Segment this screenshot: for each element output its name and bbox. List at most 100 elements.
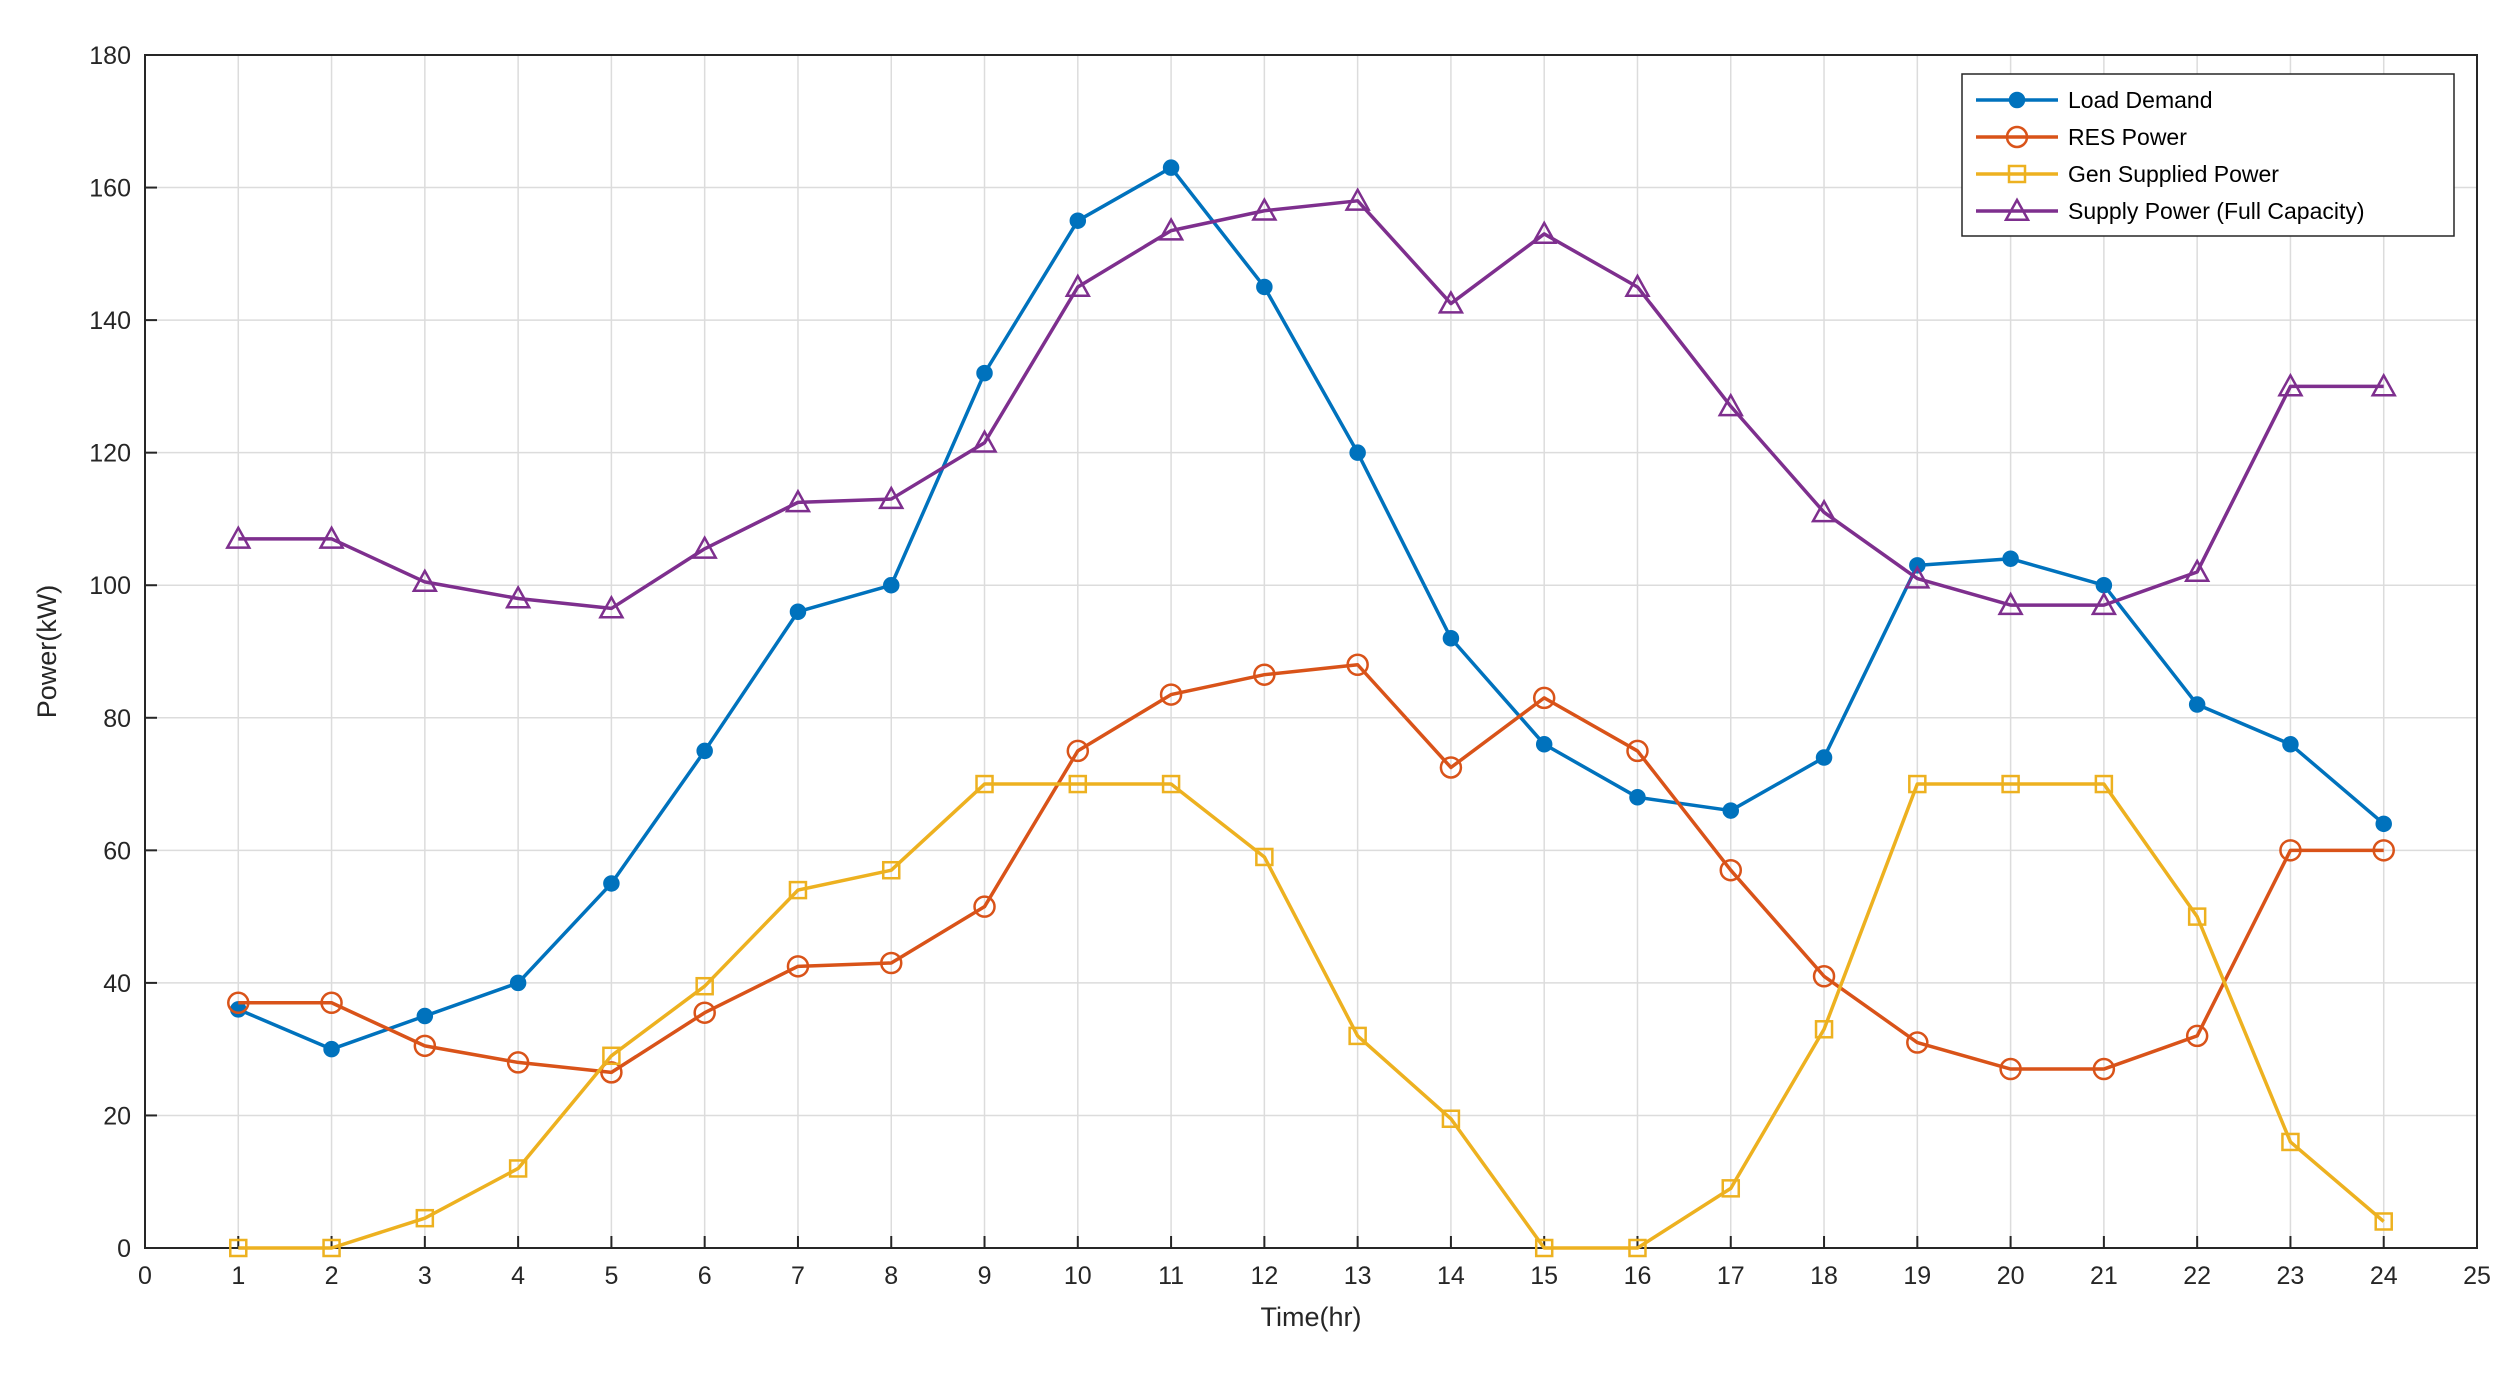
data-point: [1534, 1238, 1554, 1258]
data-point: [1999, 1057, 2022, 1081]
y-tick-label: 100: [89, 572, 131, 600]
data-point: [1161, 774, 1181, 794]
data-point: [2001, 774, 2020, 794]
x-tick-label: 22: [2183, 1262, 2211, 1290]
data-point: [2374, 1212, 2393, 1231]
data-point: [225, 525, 252, 549]
data-point: [2282, 736, 2299, 753]
data-point: [1532, 686, 1556, 710]
data-point: [1437, 289, 1465, 314]
data-point: [1814, 1020, 1834, 1039]
series-line: [238, 199, 2384, 611]
data-point: [2090, 591, 2118, 616]
data-point: [1628, 1238, 1647, 1258]
x-tick-label: 19: [1903, 1262, 1931, 1290]
data-point: [1719, 858, 1743, 882]
legend-marker: [2003, 197, 2031, 222]
data-point: [602, 1046, 621, 1066]
x-tick-label: 5: [604, 1262, 618, 1290]
x-axis-ticks: 0 1 2 3 4 5 6 7 8 9 10 11 12 13 14 15 16 17 18 19 20 21 22 23 24…: [138, 1236, 2491, 1290]
x-tick-label: 15: [1530, 1262, 1558, 1290]
data-point: [2184, 558, 2211, 583]
data-point: [1069, 212, 1087, 229]
data-point: [416, 1007, 434, 1025]
x-tick-label: 17: [1717, 1262, 1745, 1290]
data-point: [2094, 774, 2114, 794]
data-point: [1812, 965, 1836, 988]
data-point: [229, 1238, 248, 1258]
x-tick-label: 11: [1158, 1262, 1184, 1290]
data-point: [1159, 683, 1183, 706]
data-point: [695, 976, 714, 996]
data-point: [2188, 696, 2206, 713]
x-tick-label: 7: [791, 1262, 805, 1290]
data-point: [693, 1001, 716, 1024]
legend-marker: [2005, 125, 2029, 149]
y-tick-label: 140: [89, 307, 131, 335]
legend-label: Load Demand: [2068, 87, 2213, 113]
data-point: [2095, 576, 2113, 594]
data-point: [509, 974, 527, 992]
legend-marker: [2007, 164, 2027, 184]
y-axis-ticks: 0 20 40 60 80 100 120 140 160 180: [89, 42, 157, 1263]
data-point: [1722, 802, 1740, 819]
data-point: [1997, 591, 2024, 616]
y-tick-label: 160: [89, 175, 131, 203]
data-point: [881, 860, 901, 880]
data-point: [878, 485, 905, 510]
y-tick-label: 0: [117, 1235, 131, 1263]
data-point: [2002, 550, 2019, 567]
data-point: [1815, 749, 1833, 766]
data-point: [320, 991, 343, 1015]
legend-marker: [2008, 91, 2026, 109]
series-line: [238, 663, 2384, 1075]
data-point: [1346, 653, 1369, 677]
data-point: [1624, 273, 1651, 298]
legend-item: RES Power: [1976, 124, 2187, 150]
y-axis-label: Power(kW): [32, 585, 62, 719]
legend-label: Gen Supplied Power: [2068, 161, 2279, 187]
data-point: [2277, 372, 2304, 397]
y-tick-label: 80: [103, 705, 131, 733]
data-point: [1068, 774, 1088, 794]
data-point: [2370, 372, 2397, 397]
x-tick-label: 1: [231, 1262, 245, 1290]
data-point: [603, 875, 620, 892]
data-point: [1162, 159, 1180, 176]
data-point: [882, 576, 900, 594]
data-point: [1535, 736, 1553, 753]
data-point: [788, 880, 808, 900]
x-tick-label: 3: [418, 1262, 432, 1290]
data-point: [411, 568, 438, 592]
data-point: [976, 364, 993, 382]
data-point: [696, 742, 713, 760]
data-point: [600, 1061, 623, 1084]
legend-box: [1961, 73, 2455, 237]
y-tick-label: 40: [103, 970, 131, 998]
data-point: [789, 603, 807, 620]
data-point: [786, 955, 810, 978]
data-point: [1904, 565, 1931, 589]
series-4: [225, 187, 2397, 619]
x-tick-label: 18: [1810, 1262, 1838, 1290]
y-tick-label: 180: [89, 42, 131, 70]
series-line: [238, 782, 2385, 1250]
x-tick-label: 13: [1344, 1262, 1372, 1290]
data-point: [1442, 629, 1460, 647]
data-point: [1349, 444, 1366, 461]
series-line: [237, 165, 2385, 1051]
data-point: [415, 1208, 435, 1228]
data-point: [318, 525, 345, 549]
data-point: [1157, 217, 1185, 241]
data-point: [1439, 756, 1463, 779]
data-point: [1906, 1031, 1929, 1054]
data-point: [1064, 273, 1091, 298]
data-point: [971, 429, 998, 453]
x-tick-label: 20: [1997, 1262, 2025, 1290]
x-tick-label: 14: [1437, 1262, 1465, 1290]
x-tick-label: 23: [2277, 1262, 2305, 1290]
data-point: [784, 488, 812, 513]
x-tick-label: 25: [2463, 1262, 2491, 1290]
data-point: [1253, 663, 1276, 686]
